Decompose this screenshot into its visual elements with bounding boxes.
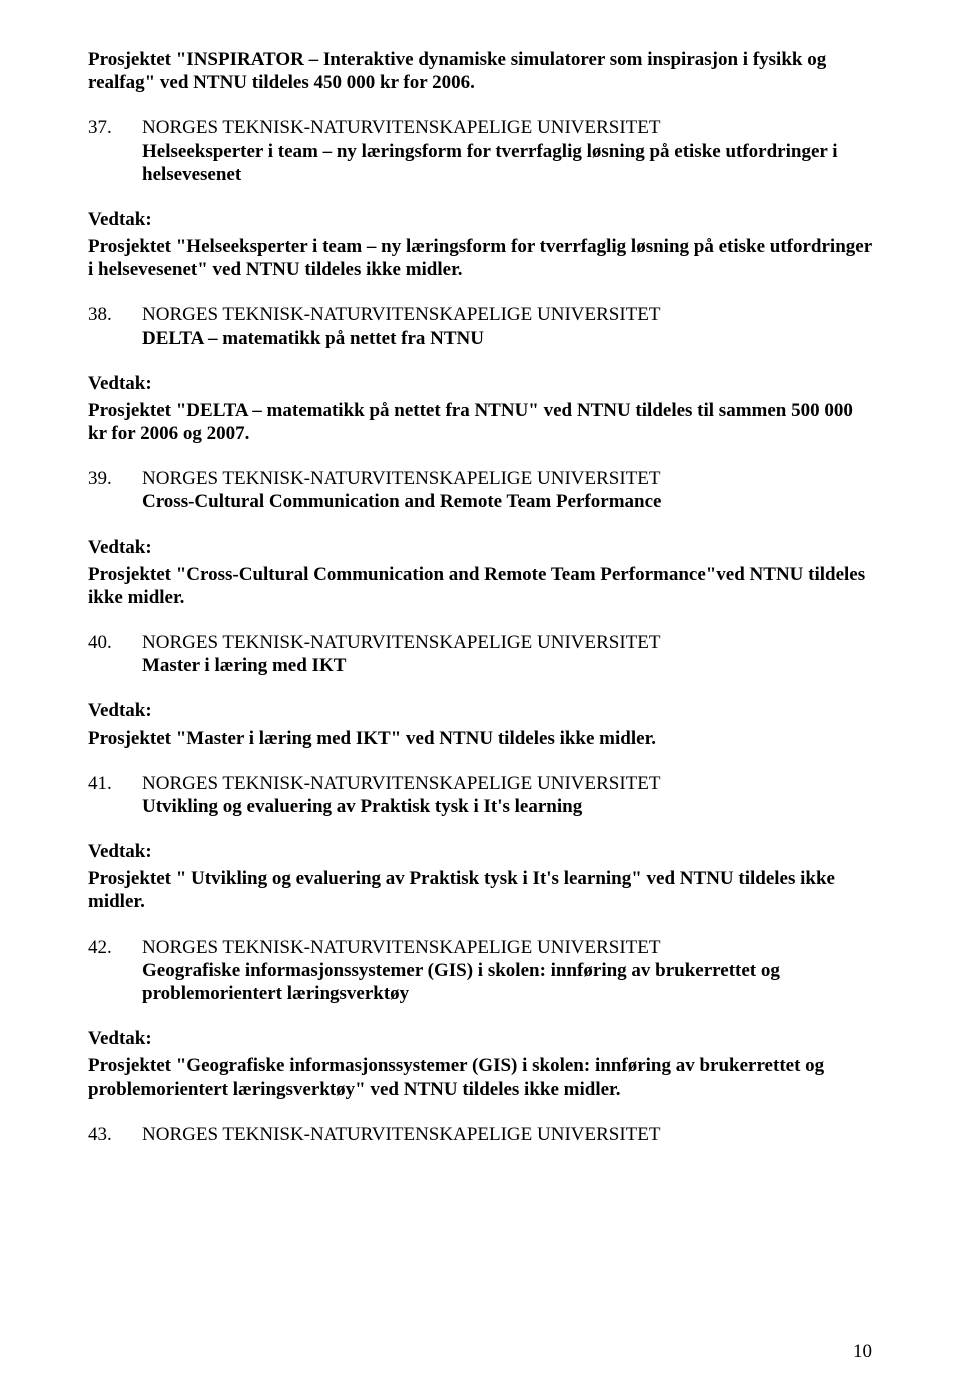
- item-title: Master i læring med IKT: [142, 655, 346, 676]
- item-org: NORGES TEKNISK-NATURVITENSKAPELIGE UNIVE…: [142, 937, 660, 958]
- item-org: NORGES TEKNISK-NATURVITENSKAPELIGE UNIVE…: [142, 1124, 660, 1145]
- item-title: DELTA – matematikk på nettet fra NTNU: [142, 328, 484, 349]
- list-item: 43. NORGES TEKNISK-NATURVITENSKAPELIGE U…: [88, 1123, 872, 1146]
- item-number: 39.: [88, 467, 124, 513]
- vedtak-label: Vedtak:: [88, 840, 872, 863]
- item-org: NORGES TEKNISK-NATURVITENSKAPELIGE UNIVE…: [142, 773, 660, 794]
- vedtak-body: Prosjektet "Helseeksperter i team – ny l…: [88, 235, 872, 281]
- vedtak-body: Prosjektet " Utvikling og evaluering av …: [88, 867, 872, 913]
- item-body: NORGES TEKNISK-NATURVITENSKAPELIGE UNIVE…: [142, 772, 872, 818]
- item-number: 38.: [88, 303, 124, 349]
- item-title: Geografiske informasjonssystemer (GIS) i…: [142, 960, 780, 1004]
- item-org: NORGES TEKNISK-NATURVITENSKAPELIGE UNIVE…: [142, 632, 660, 653]
- item-title: Cross-Cultural Communication and Remote …: [142, 491, 661, 512]
- document-page: Prosjektet "INSPIRATOR – Interaktive dyn…: [0, 0, 960, 1391]
- item-org: NORGES TEKNISK-NATURVITENSKAPELIGE UNIVE…: [142, 117, 660, 138]
- item-number: 42.: [88, 936, 124, 1006]
- item-number: 40.: [88, 631, 124, 677]
- list-item: 39. NORGES TEKNISK-NATURVITENSKAPELIGE U…: [88, 467, 872, 513]
- item-body: NORGES TEKNISK-NATURVITENSKAPELIGE UNIVE…: [142, 303, 872, 349]
- item-body: NORGES TEKNISK-NATURVITENSKAPELIGE UNIVE…: [142, 116, 872, 186]
- page-number: 10: [853, 1341, 872, 1363]
- item-number: 41.: [88, 772, 124, 818]
- list-item: 41. NORGES TEKNISK-NATURVITENSKAPELIGE U…: [88, 772, 872, 818]
- list-item: 37. NORGES TEKNISK-NATURVITENSKAPELIGE U…: [88, 116, 872, 186]
- intro-paragraph: Prosjektet "INSPIRATOR – Interaktive dyn…: [88, 48, 872, 94]
- vedtak-label: Vedtak:: [88, 372, 872, 395]
- vedtak-label: Vedtak:: [88, 1027, 872, 1050]
- item-body: NORGES TEKNISK-NATURVITENSKAPELIGE UNIVE…: [142, 467, 872, 513]
- item-org: NORGES TEKNISK-NATURVITENSKAPELIGE UNIVE…: [142, 468, 660, 489]
- item-body: NORGES TEKNISK-NATURVITENSKAPELIGE UNIVE…: [142, 1123, 872, 1146]
- list-item: 38. NORGES TEKNISK-NATURVITENSKAPELIGE U…: [88, 303, 872, 349]
- item-body: NORGES TEKNISK-NATURVITENSKAPELIGE UNIVE…: [142, 936, 872, 1006]
- vedtak-label: Vedtak:: [88, 208, 872, 231]
- list-item: 40. NORGES TEKNISK-NATURVITENSKAPELIGE U…: [88, 631, 872, 677]
- vedtak-label: Vedtak:: [88, 699, 872, 722]
- vedtak-body: Prosjektet "Cross-Cultural Communication…: [88, 563, 872, 609]
- item-number: 43.: [88, 1123, 124, 1146]
- vedtak-body: Prosjektet "Geografiske informasjonssyst…: [88, 1054, 872, 1100]
- item-title: Helseeksperter i team – ny læringsform f…: [142, 141, 838, 185]
- item-number: 37.: [88, 116, 124, 186]
- item-body: NORGES TEKNISK-NATURVITENSKAPELIGE UNIVE…: [142, 631, 872, 677]
- vedtak-body: Prosjektet "Master i læring med IKT" ved…: [88, 727, 872, 750]
- item-title: Utvikling og evaluering av Praktisk tysk…: [142, 796, 582, 817]
- vedtak-label: Vedtak:: [88, 536, 872, 559]
- item-org: NORGES TEKNISK-NATURVITENSKAPELIGE UNIVE…: [142, 304, 660, 325]
- list-item: 42. NORGES TEKNISK-NATURVITENSKAPELIGE U…: [88, 936, 872, 1006]
- vedtak-body: Prosjektet "DELTA – matematikk på nettet…: [88, 399, 872, 445]
